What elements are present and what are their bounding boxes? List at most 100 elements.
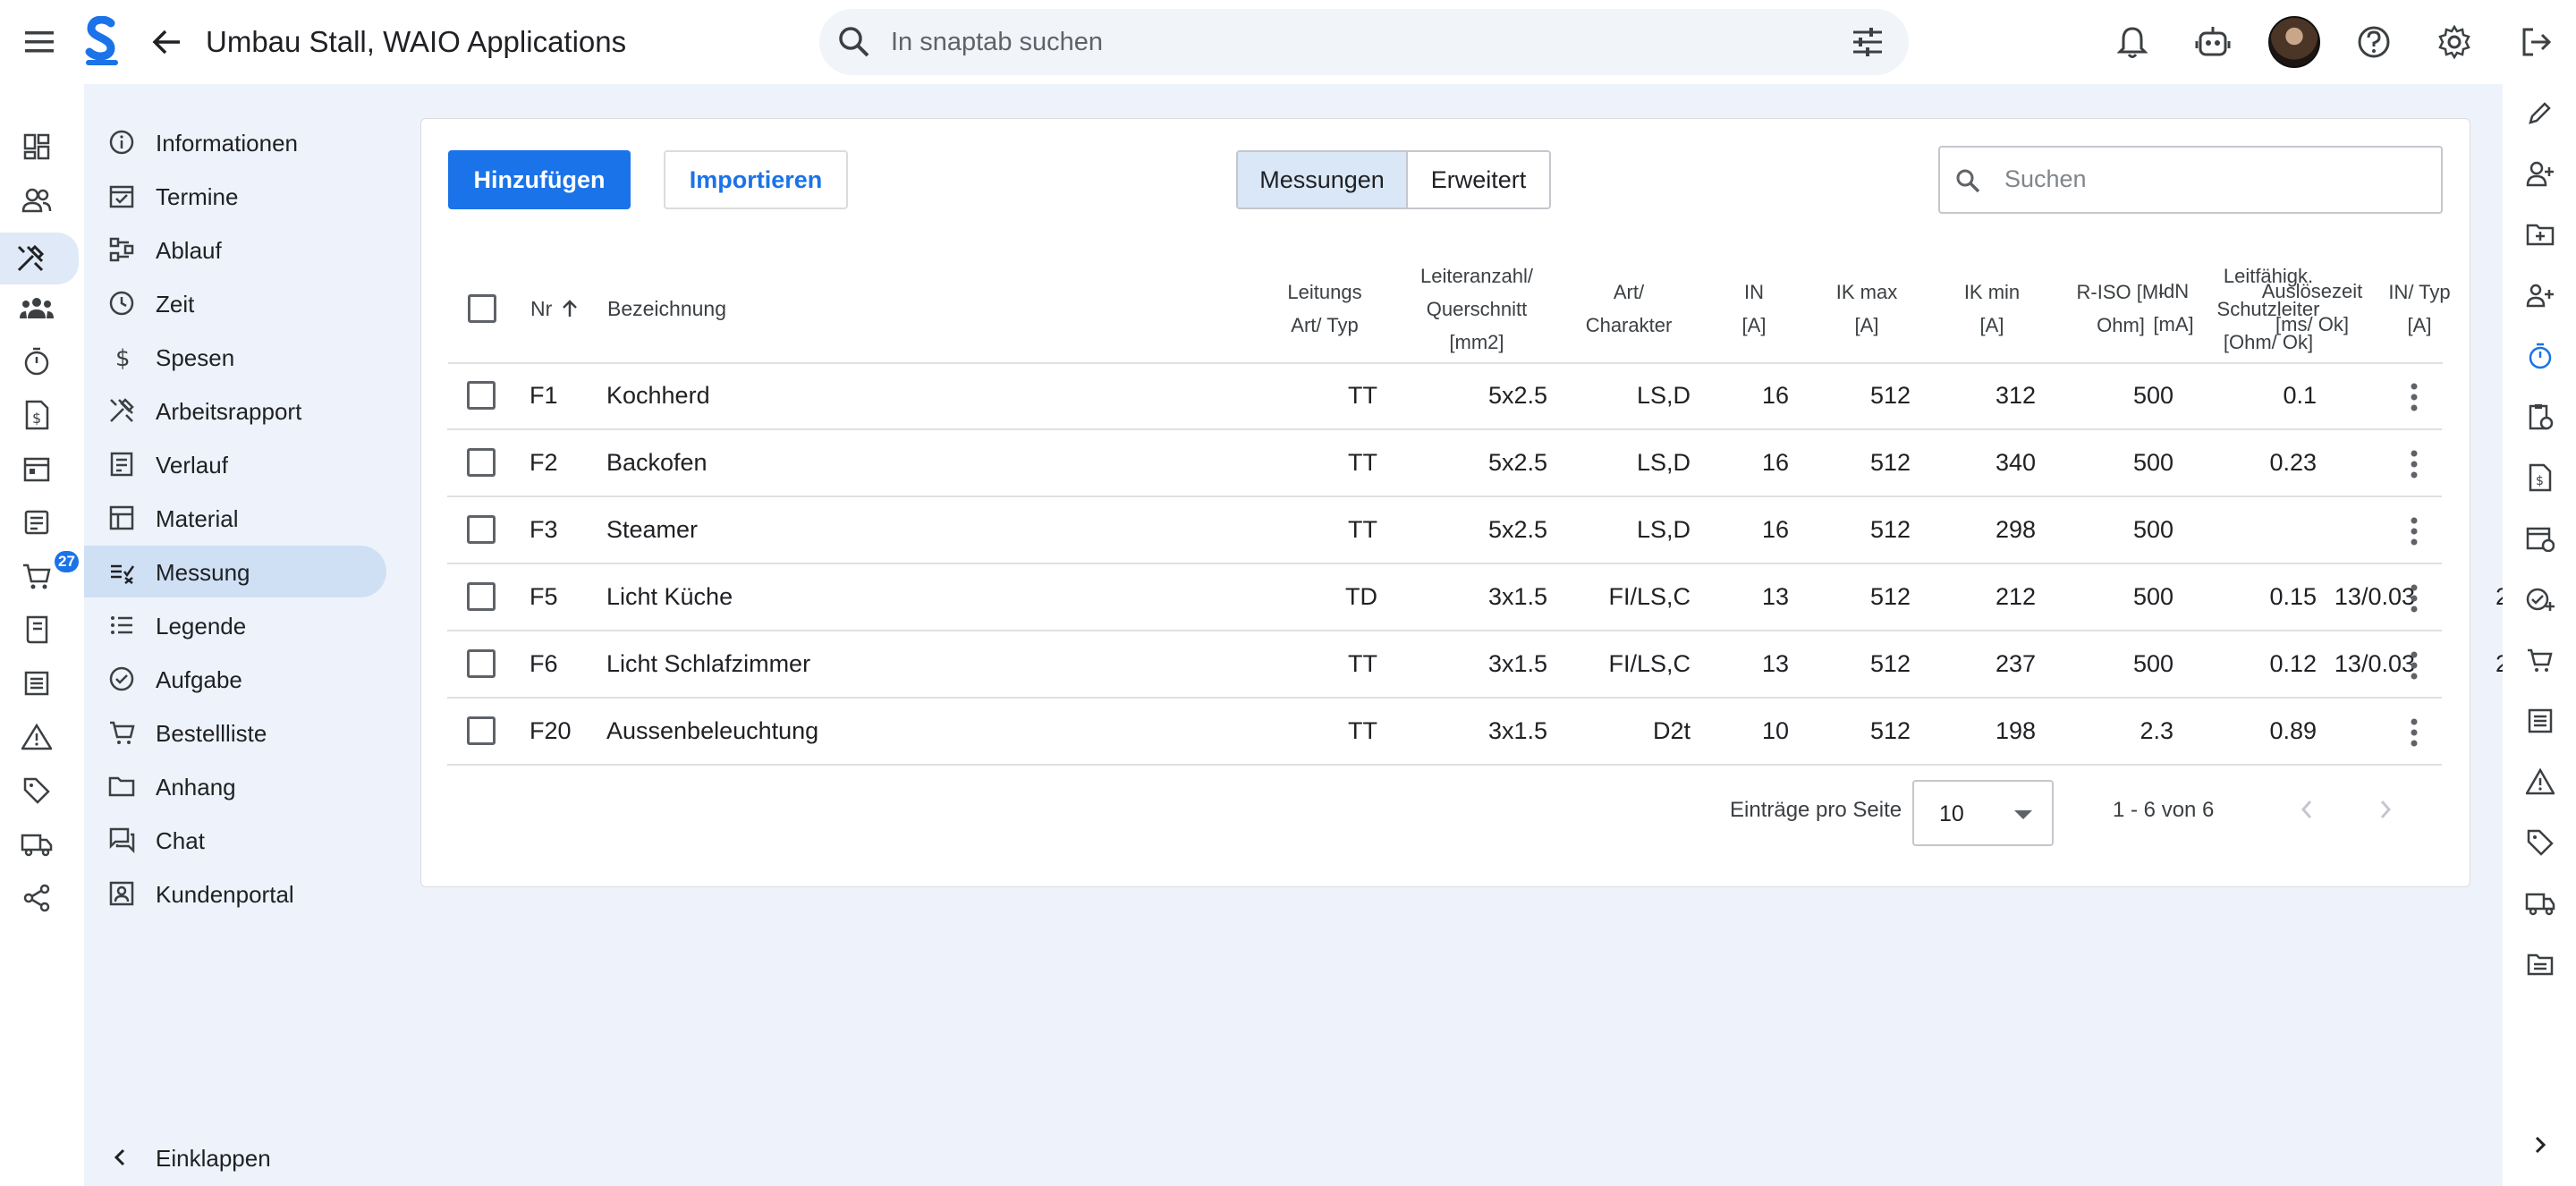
subnav-item-informationen[interactable]: Informationen	[84, 116, 386, 168]
col-ikmax[interactable]: IK max [A]	[1822, 253, 1911, 364]
col-riso[interactable]: R-ISO [M- Ohm]	[2067, 253, 2174, 364]
table-row[interactable]: F5 Licht Küche TD 3x1.5 FI/LS,C 13 512 212 500 0.…	[447, 564, 2522, 631]
row-more-vert-icon[interactable]	[2403, 716, 2425, 749]
subnav-item-aufgabe[interactable]: Aufgabe	[84, 653, 386, 705]
stopwatch-icon[interactable]	[15, 340, 58, 383]
add-team-icon[interactable]	[2522, 277, 2558, 313]
invoice-icon[interactable]: $	[15, 394, 58, 436]
subnav-item-material[interactable]: Material	[84, 492, 386, 544]
col-leitf[interactable]: Leitfähigk. Schutzleiter [Ohm/ Ok]	[2192, 253, 2344, 364]
col-bezeichnung[interactable]: Bezeichnung	[607, 296, 726, 320]
previous-page-icon[interactable]	[2295, 796, 2318, 823]
calendar-icon[interactable]	[15, 447, 58, 490]
row-more-vert-icon[interactable]	[2403, 649, 2425, 682]
timer-blue-icon[interactable]	[2522, 338, 2558, 374]
row-checkbox[interactable]	[467, 381, 496, 410]
notification-bell-icon[interactable]	[2111, 21, 2154, 64]
table-row[interactable]: F20 Aussenbeleuchtung TT 3x1.5 D2t 10 512 198 2.…	[447, 699, 2442, 766]
row-checkbox[interactable]	[467, 716, 496, 745]
dashboard-icon[interactable]	[15, 125, 58, 168]
col-leitung[interactable]: Leitungs Art/ Typ	[1271, 253, 1378, 364]
subnav-item-spesen[interactable]: $ Spesen	[84, 331, 386, 383]
projects-tools-icon[interactable]	[0, 233, 79, 284]
row-more-vert-icon[interactable]	[2403, 515, 2425, 547]
subnav-item-bestellliste[interactable]: Bestellliste	[84, 707, 386, 758]
subnav-item-kundenportal[interactable]: Kundenportal	[84, 868, 386, 919]
edit-pencil-icon[interactable]	[2522, 95, 2558, 131]
table-row[interactable]: F6 Licht Schlafzimmer TT 3x1.5 FI/LS,C 13 512 2…	[447, 631, 2522, 699]
add-button[interactable]: Hinzufügen	[448, 150, 631, 209]
list-view-icon[interactable]	[15, 662, 58, 705]
filter-tune-icon[interactable]	[1852, 27, 1884, 57]
invoice-dollar-icon[interactable]: $	[2522, 460, 2558, 496]
clipboard-clock-icon[interactable]	[2522, 399, 2558, 435]
global-search-bar[interactable]: In snaptab suchen	[819, 9, 1909, 75]
contacts-icon[interactable]	[15, 179, 58, 222]
subnav-item-messung[interactable]: Messung	[84, 546, 386, 597]
list-doc-icon[interactable]	[2522, 703, 2558, 739]
snaptab-logo[interactable]	[82, 16, 122, 66]
select-all-checkbox[interactable]	[468, 294, 496, 323]
row-more-vert-icon[interactable]	[2403, 448, 2425, 480]
page-size-select[interactable]: 10	[1912, 780, 2054, 846]
truck-icon[interactable]	[15, 823, 58, 866]
col-intyp[interactable]: IN/ Typ [A]	[2375, 253, 2464, 364]
table-row[interactable]: F2 Backofen TT 5x2.5 LS,D 16 512 340 500 0.23	[447, 430, 2442, 497]
help-icon[interactable]	[2352, 21, 2395, 64]
col-ausl[interactable]: Auslösezeit [ms/ Ok]	[2245, 252, 2379, 363]
row-checkbox[interactable]	[467, 448, 496, 477]
import-button[interactable]: Importieren	[664, 150, 848, 209]
row-more-vert-icon[interactable]	[2403, 381, 2425, 413]
logout-icon[interactable]	[2515, 21, 2558, 64]
next-page-icon[interactable]	[2374, 796, 2397, 823]
warning-icon[interactable]	[15, 716, 58, 758]
shopping-cart-icon[interactable]: 27	[15, 551, 79, 597]
calendar-add-icon[interactable]	[2522, 521, 2558, 556]
col-in[interactable]: IN [A]	[1718, 253, 1790, 364]
share-icon[interactable]	[15, 877, 58, 919]
archive-folder-icon[interactable]	[2522, 946, 2558, 982]
menu-icon[interactable]	[18, 21, 61, 64]
subnav-item-arbeitsrapport[interactable]: Arbeitsrapport	[84, 385, 386, 436]
col-leiter[interactable]: Leiteranzahl/Querschnitt [mm2]	[1396, 253, 1557, 364]
subnav-item-termine[interactable]: Termine	[84, 170, 386, 222]
row-more-vert-icon[interactable]	[2403, 582, 2425, 614]
table-row[interactable]: F1 Kochherd TT 5x2.5 LS,D 16 512 312 500 0.1	[447, 363, 2442, 430]
report-book-icon[interactable]	[15, 608, 58, 651]
subnav-item-ablauf[interactable]: Ablauf	[84, 224, 386, 275]
add-person-icon[interactable]	[2522, 156, 2558, 191]
table-search-box[interactable]: Suchen	[1938, 146, 2443, 214]
user-avatar[interactable]	[2268, 16, 2320, 68]
subnav-item-legende[interactable]: Legende	[84, 599, 386, 651]
delivery-truck-icon[interactable]	[2522, 885, 2558, 921]
table-search-input[interactable]: Suchen	[2004, 165, 2087, 192]
expand-chevron-right-icon[interactable]	[2522, 1127, 2558, 1163]
notes-icon[interactable]	[15, 501, 58, 544]
bot-icon[interactable]	[2191, 21, 2234, 64]
subnav-item-verlauf[interactable]: Verlauf	[84, 438, 386, 490]
row-checkbox[interactable]	[467, 649, 496, 678]
row-checkbox[interactable]	[467, 582, 496, 611]
global-search-input[interactable]: In snaptab suchen	[891, 28, 1104, 56]
subnav-item-anhang[interactable]: Anhang	[84, 760, 386, 812]
add-folder-icon[interactable]	[2522, 216, 2558, 252]
tab-erweitert[interactable]: Erweitert	[1430, 165, 1527, 193]
warning-add-icon[interactable]	[2522, 764, 2558, 800]
collapse-sidebar-button[interactable]: Einklappen	[84, 1136, 386, 1181]
tag-icon[interactable]	[15, 769, 58, 812]
task-add-icon[interactable]	[2522, 581, 2558, 617]
col-ikmin[interactable]: IK min [A]	[1947, 253, 2037, 364]
subnav-item-zeit[interactable]: Zeit	[84, 277, 386, 329]
col-art[interactable]: Art/Charakter	[1566, 253, 1691, 364]
tab-messungen[interactable]: Messungen	[1238, 152, 1408, 208]
back-arrow-icon[interactable]	[145, 21, 188, 64]
sort-arrow-up-icon[interactable]	[561, 299, 579, 318]
settings-gear-icon[interactable]	[2433, 21, 2476, 64]
team-icon[interactable]	[15, 286, 58, 329]
tag-add-icon[interactable]	[2522, 825, 2558, 860]
cart-add-icon[interactable]	[2522, 642, 2558, 678]
col-idn[interactable]: IdN [mA]	[2138, 252, 2209, 363]
subnav-item-chat[interactable]: Chat	[84, 814, 386, 866]
table-row[interactable]: F3 Steamer TT 5x2.5 LS,D 16 512 298 500	[447, 497, 2442, 564]
row-checkbox[interactable]	[467, 515, 496, 544]
